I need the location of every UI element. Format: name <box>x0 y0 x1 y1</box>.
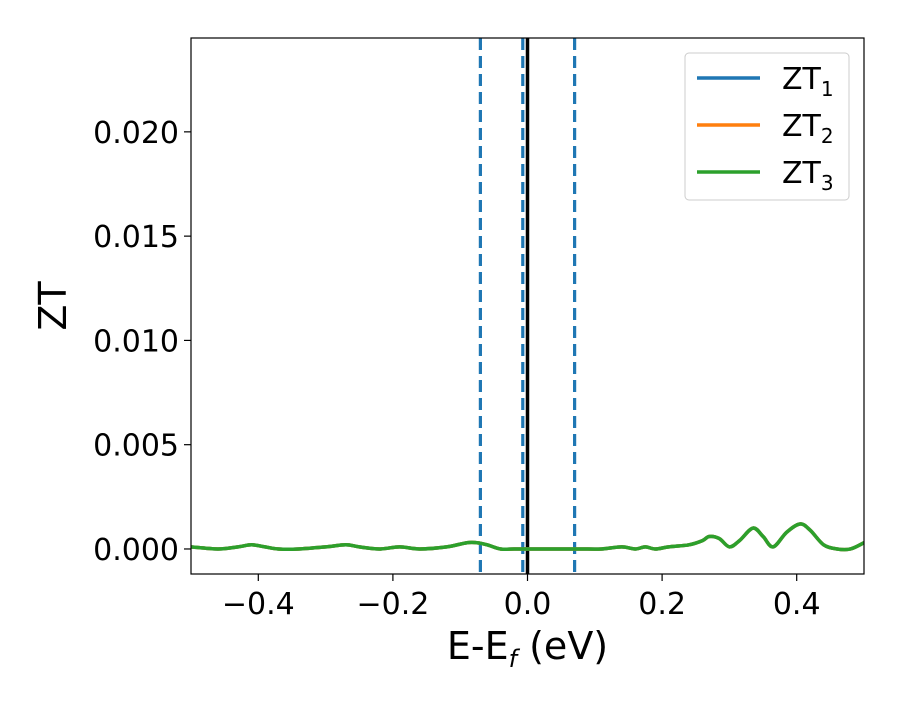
y-tick-label: 0.000 <box>93 533 179 568</box>
legend-label-zt1: ZT1 <box>782 62 834 101</box>
legend-label-main: ZT <box>782 62 822 97</box>
x-tick-label: 0.2 <box>638 587 686 622</box>
y-axis-label: ZT <box>31 281 75 331</box>
x-axis-label: E-Ef (eV) <box>447 624 608 673</box>
x-axis-label-main: E-E <box>447 624 509 668</box>
y-tick-label: 0.020 <box>93 116 179 151</box>
legend-label-main: ZT <box>782 109 822 144</box>
x-axis-ticks: −0.4 −0.2 0.0 0.2 0.4 <box>222 574 821 622</box>
y-tick-label: 0.015 <box>93 220 179 255</box>
x-tick-label: −0.2 <box>356 587 429 622</box>
y-axis-ticks: 0.000 0.005 0.010 0.015 0.020 <box>93 116 191 568</box>
series-lines <box>191 522 864 552</box>
legend-label-subscript: 2 <box>821 124 834 148</box>
y-tick-label: 0.005 <box>93 429 179 464</box>
legend-box <box>684 52 850 201</box>
legend-label-subscript: 1 <box>821 77 834 101</box>
series-line-zt3 <box>191 522 864 552</box>
x-tick-label: 0.4 <box>773 587 821 622</box>
y-tick-label: 0.010 <box>93 324 179 359</box>
x-tick-label: −0.4 <box>222 587 295 622</box>
legend-label-zt3: ZT3 <box>782 156 834 195</box>
legend-label-subscript: 3 <box>821 171 834 195</box>
legend-label-zt2: ZT2 <box>782 109 834 148</box>
x-axis-label-suffix: (eV) <box>517 624 608 668</box>
vertical-reference-lines <box>478 38 577 574</box>
legend-label-main: ZT <box>782 156 822 191</box>
x-tick-label: 0.0 <box>504 587 552 622</box>
